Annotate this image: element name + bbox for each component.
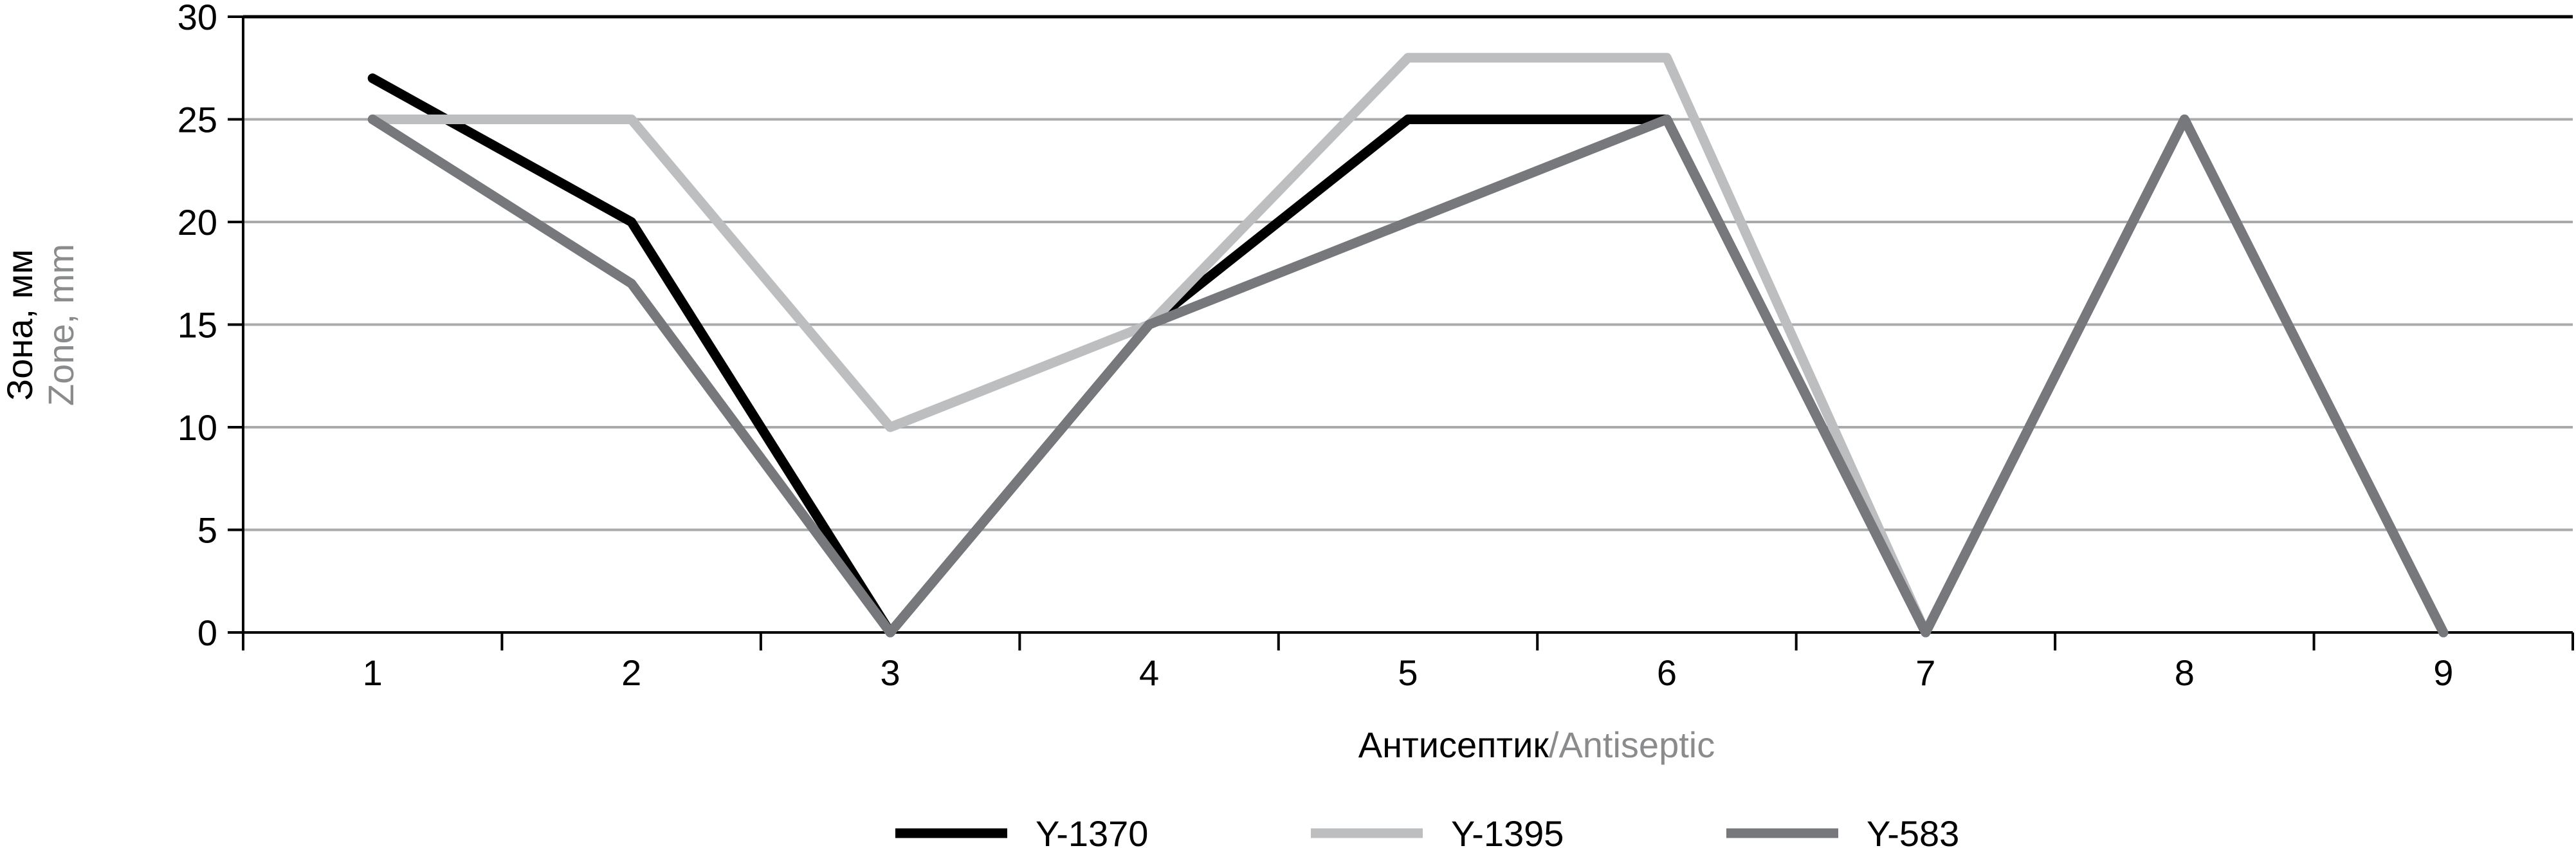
- x-tick-label: 6: [1657, 652, 1677, 693]
- y-tick-label: 10: [178, 407, 217, 448]
- x-axis-label: Антисептик/Antiseptic: [1358, 724, 1715, 765]
- x-tick-label: 7: [1915, 652, 1935, 693]
- x-axis-label-sep: /: [1549, 724, 1559, 765]
- data-point: [2442, 632, 2444, 633]
- x-axis-label-en: Antiseptic: [1558, 724, 1715, 765]
- data-point: [1666, 118, 1668, 120]
- legend-label: Y-1370: [1036, 813, 1148, 848]
- series-line-y-583: [367, 115, 2449, 638]
- data-point: [1666, 57, 1668, 59]
- series-lines: [367, 53, 2449, 638]
- legend-label: Y-1395: [1451, 813, 1564, 848]
- axes: [228, 15, 2574, 650]
- x-tick-label: 4: [1139, 652, 1159, 693]
- data-point: [1407, 57, 1409, 59]
- y-tick-label: 15: [178, 305, 217, 346]
- data-point: [890, 632, 891, 633]
- y-axis-label-en: Zone, mm: [41, 244, 81, 406]
- gridlines: [243, 118, 2573, 531]
- y-tick-label: 20: [178, 202, 217, 243]
- x-tick-label: 3: [881, 652, 900, 693]
- data-point: [2184, 118, 2186, 120]
- data-point: [630, 282, 632, 284]
- y-tick-label: 0: [197, 613, 217, 653]
- data-point: [372, 77, 374, 79]
- data-point: [1407, 118, 1409, 120]
- legend-label: Y-583: [1867, 813, 1959, 848]
- y-tick-label: 30: [178, 0, 217, 37]
- data-point: [890, 427, 891, 428]
- x-axis-label-ru: Антисептик: [1358, 724, 1549, 765]
- tick-labels: 0 5 10 15 20 25 30 1 2 3 4 5 6 7 8 9: [178, 0, 2454, 693]
- x-tick-label: 1: [363, 652, 383, 693]
- legend: Y-1370 Y-1395 Y-583: [895, 813, 1959, 848]
- x-tick-label: 8: [2175, 652, 2195, 693]
- data-point: [1924, 632, 1926, 633]
- series-line-y-1395: [367, 53, 2449, 638]
- y-tick-label: 5: [197, 510, 217, 551]
- x-tick-label: 5: [1398, 652, 1418, 693]
- data-point: [1407, 221, 1409, 223]
- data-point: [1148, 324, 1150, 326]
- x-tick-label: 9: [2433, 652, 2453, 693]
- data-point: [630, 221, 632, 223]
- data-point: [630, 118, 632, 120]
- y-axis-label-ru: Зона, мм: [0, 249, 40, 400]
- data-point: [372, 118, 374, 120]
- x-tick-label: 2: [621, 652, 641, 693]
- y-tick-label: 25: [178, 100, 217, 140]
